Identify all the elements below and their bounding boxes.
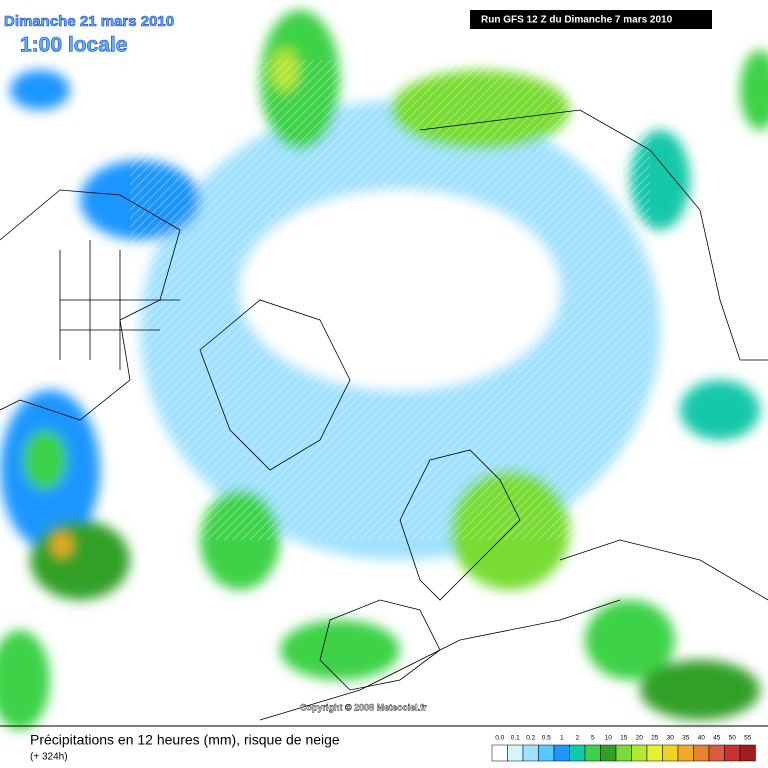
legend-label: 0.1 bbox=[511, 735, 520, 742]
legend-swatch bbox=[600, 744, 617, 762]
legend-swatch bbox=[569, 744, 586, 762]
legend-label: 5 bbox=[591, 735, 595, 742]
legend-swatch bbox=[693, 744, 710, 762]
run-info: Run GFS 12 Z du Dimanche 7 mars 2010 bbox=[481, 15, 673, 26]
legend-label: 35 bbox=[682, 735, 690, 742]
footer-title: Précipitations en 12 heures (mm), risque… bbox=[30, 732, 340, 748]
legend-swatch bbox=[739, 744, 756, 762]
legend-label: 55 bbox=[744, 735, 752, 742]
legend-swatch bbox=[724, 744, 741, 762]
footer-subtitle: (+ 324h) bbox=[30, 752, 68, 763]
legend-label: 10 bbox=[605, 735, 613, 742]
legend-label: 40 bbox=[698, 735, 706, 742]
legend-label: 2 bbox=[575, 735, 579, 742]
legend-swatch bbox=[662, 744, 679, 762]
legend-label: 0.0 bbox=[495, 735, 504, 742]
run-box bbox=[470, 10, 712, 29]
legend-label: 45 bbox=[713, 735, 721, 742]
copyright: Copyright © 2008 Meteociel.fr bbox=[300, 702, 427, 712]
legend-swatch bbox=[538, 744, 555, 762]
legend-swatch bbox=[522, 744, 539, 762]
coastlines bbox=[0, 109, 768, 721]
legend-label: 25 bbox=[651, 735, 659, 742]
legend-swatch bbox=[646, 744, 663, 762]
legend-swatch bbox=[615, 744, 632, 762]
map-date: Dimanche 21 mars 2010 bbox=[4, 13, 174, 30]
snow-risk-hatch bbox=[130, 60, 650, 540]
legend: 0.0 0.1 0.2 0.5 1 2 5 10 15 20 25 30 35 40 45 50 55 bbox=[491, 735, 756, 762]
legend-swatch bbox=[677, 744, 694, 762]
legend-swatch bbox=[631, 744, 648, 762]
legend-swatch bbox=[584, 744, 601, 762]
legend-swatch bbox=[708, 744, 725, 762]
legend-label: 30 bbox=[667, 735, 675, 742]
legend-label: 0.5 bbox=[542, 735, 551, 742]
legend-label: 1 bbox=[560, 735, 564, 742]
legend-label: 50 bbox=[729, 735, 737, 742]
legend-swatch bbox=[491, 744, 508, 762]
map-time: 1:00 locale bbox=[20, 34, 127, 57]
legend-swatch bbox=[507, 744, 524, 762]
legend-label: 0.2 bbox=[526, 735, 535, 742]
legend-label: 15 bbox=[620, 735, 628, 742]
legend-label: 20 bbox=[636, 735, 644, 742]
legend-swatch bbox=[553, 744, 570, 762]
